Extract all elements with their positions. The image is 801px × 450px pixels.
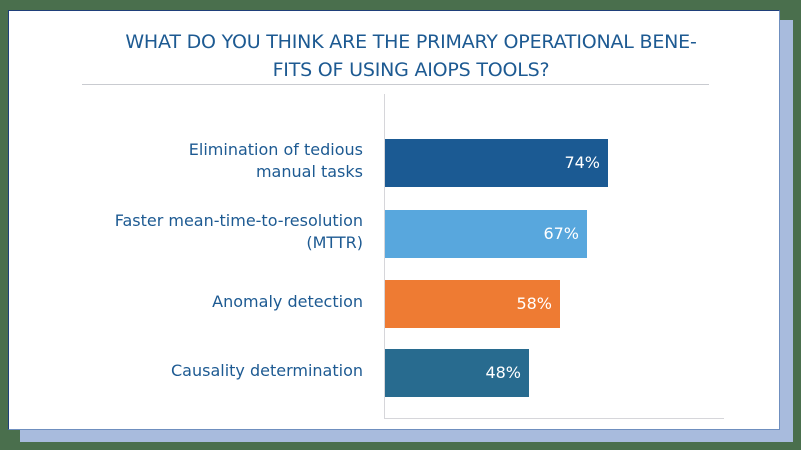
x-axis-line: [384, 418, 724, 419]
chart-title-line-1: WHAT DO YOU THINK ARE THE PRIMARY OPERAT…: [125, 31, 697, 53]
category-label-line: Faster mean-time-to-resolution: [114, 211, 363, 230]
category-label-line: Causality determination: [170, 361, 363, 380]
category-label-faster-mttr: Faster mean-time-to-resolution (MTTR): [63, 210, 363, 254]
bar-causality-determination: 48%: [385, 349, 529, 397]
y-axis-line: [384, 94, 385, 418]
title-divider: [82, 84, 709, 85]
chart-title: WHAT DO YOU THINK ARE THE PRIMARY OPERAT…: [49, 28, 773, 84]
chart-title-line-2: FITS OF USING AIOPS TOOLS?: [272, 59, 550, 81]
bar-value-label: 48%: [485, 363, 521, 382]
category-label-line: manual tasks: [255, 162, 363, 181]
chart-card: WHAT DO YOU THINK ARE THE PRIMARY OPERAT…: [8, 10, 780, 430]
category-label-elimination-of-tedious-tasks: Elimination of tedious manual tasks: [63, 139, 363, 183]
category-label-causality-determination: Causality determination: [63, 360, 363, 382]
category-label-line: Elimination of tedious: [188, 140, 363, 159]
bar-elimination-of-tedious-tasks: 74%: [385, 139, 608, 187]
bar-anomaly-detection: 58%: [385, 280, 560, 328]
bar-value-label: 67%: [543, 224, 579, 243]
bar-faster-mttr: 67%: [385, 210, 587, 258]
bar-value-label: 58%: [516, 294, 552, 313]
category-label-line: Anomaly detection: [212, 292, 363, 311]
bar-value-label: 74%: [564, 153, 600, 172]
category-label-line: (MTTR): [306, 233, 363, 252]
category-label-anomaly-detection: Anomaly detection: [63, 291, 363, 313]
